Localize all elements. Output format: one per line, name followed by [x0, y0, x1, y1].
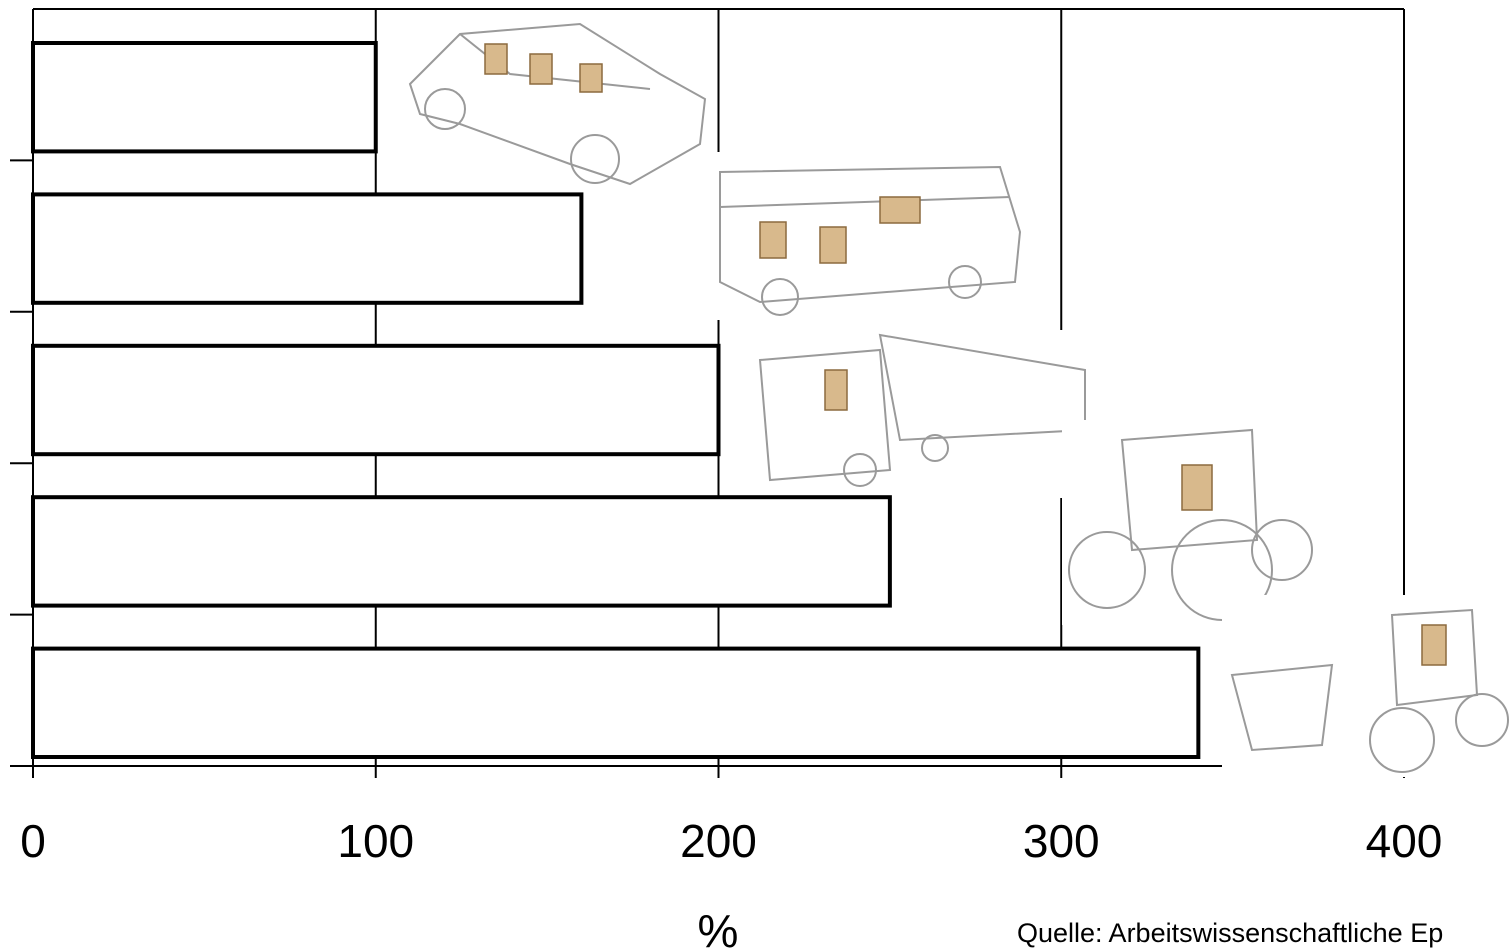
wheel-loader-icon: [1222, 595, 1510, 777]
tractor-seat: [1181, 464, 1213, 511]
loader-wheel-front: [1369, 707, 1435, 773]
bar-radlader: [31, 646, 1201, 759]
tractor-icon-bg: [1062, 420, 1317, 625]
car-seat-1: [484, 43, 508, 75]
car-icon: [400, 14, 715, 190]
car-line: [459, 33, 651, 90]
x-tick-label-300: 300: [1023, 815, 1100, 867]
tractor-cab: [1120, 428, 1259, 552]
bus-window-line: [719, 196, 1011, 208]
truck-icon-bg: [740, 330, 1095, 498]
truck-wheel-1: [843, 453, 877, 487]
bus-body: [719, 165, 1022, 304]
x-tick-label-200: 200: [680, 815, 757, 867]
wheel-loader-icon-bg: [1222, 595, 1510, 777]
bus-seat-3: [879, 196, 921, 224]
loader-wheel-rear: [1455, 693, 1509, 747]
bars: [31, 41, 1201, 759]
bar-lkw: [31, 343, 721, 457]
car-icon-bg: [400, 14, 715, 190]
tractor-icon: [1062, 420, 1317, 625]
truck-icon: [740, 330, 1095, 498]
bus-seat-2: [819, 226, 847, 264]
x-tick-labels: 0 100 200 300 400: [20, 815, 1442, 867]
car-wheel-front: [424, 88, 466, 130]
tractor-wheel-front: [1068, 531, 1146, 609]
x-tick-label-100: 100: [337, 815, 414, 867]
car-seat-2: [529, 53, 553, 85]
bus-wheel-rear: [948, 265, 982, 299]
car-body: [408, 22, 707, 186]
loader-bucket: [1230, 663, 1334, 752]
car-wheel-rear: [570, 134, 620, 184]
car-seat-3: [579, 63, 603, 93]
bus-seat-1: [759, 221, 787, 259]
x-axis-title: %: [698, 905, 739, 950]
loader-seat: [1421, 624, 1447, 666]
vehicle-illustrations: [400, 14, 1510, 777]
source-note: Quelle: Arbeitswissenschaftliche Ep: [1017, 918, 1444, 948]
x-tick-label-0: 0: [20, 815, 46, 867]
bar-pkw: [31, 41, 378, 154]
bar-bus: [31, 192, 584, 305]
bus-icon-bg: [700, 152, 1030, 320]
bar-traktor: [31, 495, 892, 608]
x-tick-label-400: 400: [1366, 815, 1443, 867]
bus-wheel-front: [761, 278, 799, 316]
truck-cab: [758, 348, 892, 482]
truck-seat: [824, 369, 848, 411]
tractor-wheel-side: [1251, 519, 1313, 581]
truck-wheel-2: [921, 434, 949, 462]
bus-icon: [700, 152, 1030, 320]
